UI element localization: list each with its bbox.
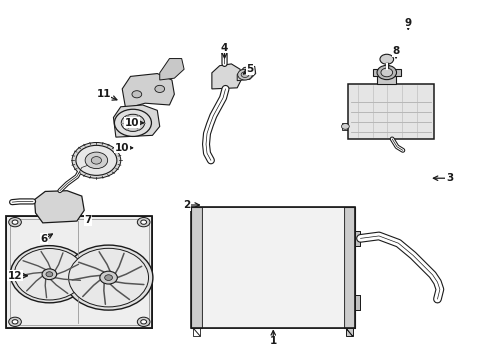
Circle shape bbox=[46, 272, 53, 277]
Polygon shape bbox=[343, 123, 348, 130]
Bar bbox=[348, 84, 434, 139]
Text: 3: 3 bbox=[446, 173, 453, 183]
Circle shape bbox=[241, 72, 249, 77]
Circle shape bbox=[105, 275, 113, 280]
Circle shape bbox=[141, 320, 147, 324]
Text: 8: 8 bbox=[392, 46, 400, 57]
Circle shape bbox=[9, 217, 22, 227]
Circle shape bbox=[10, 246, 88, 303]
Circle shape bbox=[76, 145, 117, 175]
Circle shape bbox=[137, 317, 150, 327]
Circle shape bbox=[141, 220, 147, 224]
Text: 4: 4 bbox=[221, 43, 228, 53]
Bar bbox=[202, 207, 344, 328]
Circle shape bbox=[14, 248, 84, 300]
Circle shape bbox=[121, 114, 145, 131]
Text: 2: 2 bbox=[183, 200, 190, 210]
Circle shape bbox=[155, 85, 165, 93]
Polygon shape bbox=[355, 296, 361, 310]
Circle shape bbox=[42, 269, 57, 280]
Circle shape bbox=[377, 65, 396, 80]
Circle shape bbox=[380, 54, 393, 64]
Polygon shape bbox=[212, 64, 241, 89]
Text: 11: 11 bbox=[97, 89, 111, 99]
Polygon shape bbox=[194, 328, 200, 336]
Bar bbox=[344, 207, 355, 328]
Polygon shape bbox=[355, 231, 361, 246]
Circle shape bbox=[12, 220, 18, 224]
Polygon shape bbox=[114, 105, 160, 137]
Bar bbox=[192, 207, 202, 328]
Text: 7: 7 bbox=[84, 215, 92, 225]
Text: 6: 6 bbox=[41, 234, 48, 244]
Polygon shape bbox=[122, 73, 174, 109]
Text: 9: 9 bbox=[405, 18, 412, 28]
Circle shape bbox=[137, 217, 150, 227]
Circle shape bbox=[128, 119, 138, 126]
Bar bbox=[192, 207, 355, 328]
Circle shape bbox=[238, 69, 252, 80]
Bar bbox=[10, 219, 148, 325]
Text: 10: 10 bbox=[125, 118, 139, 128]
Polygon shape bbox=[6, 216, 152, 328]
Circle shape bbox=[85, 152, 108, 168]
Circle shape bbox=[100, 271, 117, 284]
Text: 10: 10 bbox=[115, 143, 129, 153]
Polygon shape bbox=[346, 328, 353, 336]
Circle shape bbox=[342, 123, 349, 129]
Circle shape bbox=[69, 248, 148, 307]
Circle shape bbox=[9, 317, 22, 327]
Polygon shape bbox=[160, 59, 184, 80]
Text: 5: 5 bbox=[246, 64, 253, 74]
Bar bbox=[6, 216, 152, 328]
Polygon shape bbox=[344, 207, 355, 328]
Circle shape bbox=[64, 245, 153, 310]
Circle shape bbox=[91, 157, 101, 164]
Polygon shape bbox=[192, 207, 202, 328]
Polygon shape bbox=[34, 191, 84, 223]
Circle shape bbox=[381, 68, 392, 77]
Polygon shape bbox=[373, 68, 401, 76]
Circle shape bbox=[12, 320, 18, 324]
Circle shape bbox=[132, 91, 142, 98]
Text: 12: 12 bbox=[8, 271, 22, 281]
Circle shape bbox=[115, 109, 151, 136]
Circle shape bbox=[72, 143, 121, 178]
Polygon shape bbox=[237, 66, 256, 81]
Bar bbox=[376, 76, 396, 84]
Text: 1: 1 bbox=[270, 337, 277, 346]
